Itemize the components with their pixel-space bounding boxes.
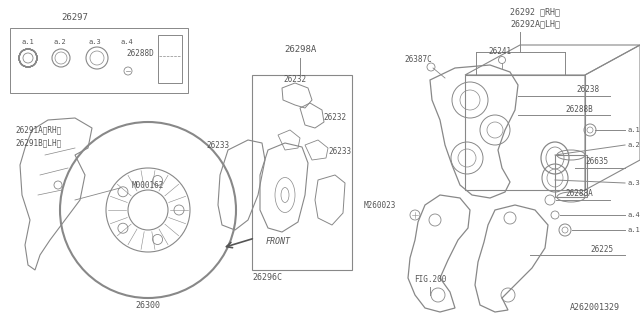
Text: 26297: 26297: [61, 13, 88, 22]
Text: 26292A〈LH〉: 26292A〈LH〉: [510, 20, 560, 28]
Bar: [465, 75, 585, 190]
Text: a.1: a.1: [628, 127, 640, 133]
Text: 26291B〈LH〉: 26291B〈LH〉: [15, 139, 61, 148]
Text: a.2: a.2: [628, 142, 640, 148]
Text: 26288B: 26288B: [565, 105, 593, 114]
Text: 26291A〈RH〉: 26291A〈RH〉: [15, 125, 61, 134]
Text: 26233: 26233: [207, 140, 230, 149]
Text: 26296C: 26296C: [252, 274, 282, 283]
Text: 26225: 26225: [590, 244, 613, 253]
Text: 26292 〈RH〉: 26292 〈RH〉: [510, 7, 560, 17]
Text: a.1: a.1: [628, 227, 640, 233]
Text: FIG.200: FIG.200: [414, 276, 446, 284]
Text: a.2: a.2: [54, 39, 67, 45]
Text: a.4: a.4: [120, 39, 133, 45]
Bar: [555, 155, 587, 197]
Text: 26387C: 26387C: [404, 55, 432, 65]
Text: a.1: a.1: [22, 39, 35, 45]
Text: M260023: M260023: [364, 201, 396, 210]
Text: a.4: a.4: [628, 212, 640, 218]
Text: M000162: M000162: [132, 180, 164, 189]
Bar: [10, 28, 188, 93]
Text: 26241: 26241: [488, 47, 511, 57]
Bar: [252, 75, 352, 270]
Text: 26298A: 26298A: [284, 45, 316, 54]
Text: 26288D: 26288D: [126, 50, 154, 59]
Text: a.3: a.3: [88, 39, 101, 45]
Text: a.3: a.3: [628, 180, 640, 186]
Text: 26635: 26635: [585, 157, 608, 166]
Text: 26233: 26233: [328, 148, 351, 156]
Text: 26288A: 26288A: [565, 189, 593, 198]
Text: FRONT: FRONT: [266, 237, 291, 246]
Text: 26232: 26232: [284, 76, 307, 84]
Text: 26300: 26300: [136, 300, 161, 309]
Bar: [158, 35, 182, 83]
Text: A262001329: A262001329: [570, 303, 620, 313]
Text: 26238: 26238: [576, 85, 599, 94]
Text: 26232: 26232: [323, 114, 347, 123]
